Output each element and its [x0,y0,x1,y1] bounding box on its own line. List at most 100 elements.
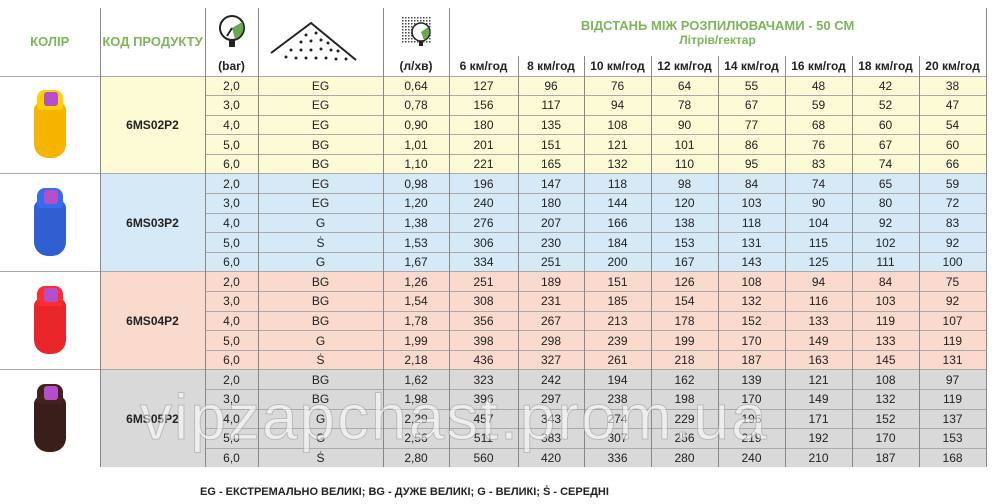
rate-cell: 98 [650,173,719,194]
flow-cell: 1,99 [382,330,450,351]
flow-unit: (л/хв) [382,56,450,76]
rate-cell: 308 [448,291,519,312]
rate-cell: 170 [717,389,786,410]
product-code: 6MS05P2 [99,369,206,468]
rate-cell: 118 [717,212,786,233]
droplet-size-cell: EG [257,173,384,194]
rate-cell: 251 [448,271,519,292]
rate-cell: 119 [918,389,987,410]
rate-cell: 131 [918,349,987,370]
rate-cell: 153 [918,428,987,449]
rate-cell: 76 [784,134,853,155]
rate-cell: 334 [448,251,519,272]
table-row: 4,0 EG 0,90 180 135 108 90 77 68 60 54 [0,114,987,135]
speed-header: 20 км/год [918,56,987,76]
rate-cell: 457 [448,408,519,429]
table-row: 5,0 G 2,56 511 383 307 256 219 192 170 153 [0,428,987,449]
rate-cell: 72 [918,193,987,214]
rate-cell: 256 [650,428,719,449]
rate-cell: 145 [851,349,920,370]
rate-cell: 198 [650,389,719,410]
rate-cell: 162 [650,369,719,390]
product-code: 6MS03P2 [99,173,206,272]
rate-cell: 221 [448,153,519,174]
rate-cell: 306 [448,232,519,253]
rate-cell: 307 [583,428,652,449]
rate-cell: 185 [583,291,652,312]
pressure-cell: 4,0 [204,212,259,233]
pressure-cell: 4,0 [204,408,259,429]
rate-cell: 151 [517,134,585,155]
droplet-size-cell: EG [257,75,384,96]
pressure-cell: 6,0 [204,251,259,272]
droplet-size-cell: EG [257,114,384,135]
rate-cell: 47 [918,95,987,116]
rate-cell: 137 [918,408,987,429]
rate-cell: 151 [583,271,652,292]
rate-cell: 152 [851,408,920,429]
rate-cell: 75 [918,271,987,292]
rate-cell: 144 [583,193,652,214]
rate-cell: 54 [918,114,987,135]
header-code: КОД ПРОДУКТУ [99,8,206,76]
nozzle-table: КОЛІР КОД ПРОДУКТУ ВІДСТАНЬ МІЖ РОЗПИЛЮВ… [0,8,987,468]
table-row: 4,0 BG 1,78 356 267 213 178 152 133 119 107 [0,310,987,331]
rate-cell: 118 [583,173,652,194]
rate-cell: 201 [448,134,519,155]
rate-cell: 132 [583,153,652,174]
flow-cell: 1,10 [382,153,450,174]
rate-cell: 94 [784,271,853,292]
pressure-cell: 2,0 [204,369,259,390]
table-row: 3,0 EG 1,20 240 180 144 120 103 90 80 72 [0,193,987,214]
rate-cell: 119 [918,330,987,351]
flow-cell: 1,62 [382,369,450,390]
pressure-cell: 3,0 [204,389,259,410]
pressure-cell: 5,0 [204,134,259,155]
droplet-size-cell: Ṡ [257,349,384,370]
droplet-size-cell: BG [257,271,384,292]
droplet-size-cell: BG [257,291,384,312]
rate-cell: 126 [650,271,719,292]
rate-cell: 97 [918,369,987,390]
rate-cell: 139 [717,369,786,390]
rate-cell: 108 [583,114,652,135]
rate-cell: 154 [650,291,719,312]
speed-header: 8 км/год [517,56,585,76]
rate-cell: 90 [784,193,853,214]
flow-cell: 1,78 [382,310,450,331]
droplet-size-cell: G [257,330,384,351]
table-row: 6,0 Ṡ 2,80 560 420 336 280 240 210 187 168 [0,447,987,468]
rate-cell: 108 [717,271,786,292]
legend: EG - ЕКСТРЕМАЛЬНО ВЕЛИКІ; BG - ДУЖЕ ВЕЛИ… [200,486,609,498]
rate-cell: 219 [717,428,786,449]
rate-cell: 251 [517,251,585,272]
rate-cell: 132 [851,389,920,410]
pressure-cell: 4,0 [204,310,259,331]
rate-cell: 103 [717,193,786,214]
flow-cell: 2,18 [382,349,450,370]
table-row: 4,0 G 2,29 457 343 274 229 196 171 152 137 [0,408,987,429]
droplet-size-cell: Ṡ [257,447,384,468]
rate-cell: 152 [717,310,786,331]
rate-cell: 196 [717,408,786,429]
pressure-cell: 5,0 [204,330,259,351]
rate-cell: 133 [784,310,853,331]
table-row: 6,0 Ṡ 2,18 436 327 261 218 187 163 145 131 [0,349,987,370]
flow-cell: 1,26 [382,271,450,292]
pressure-cell: 2,0 [204,173,259,194]
pressure-cell: 2,0 [204,75,259,96]
distance-subtitle: Літрів/гектар [679,32,756,47]
rate-cell: 200 [583,251,652,272]
rate-cell: 396 [448,389,519,410]
droplet-size-cell: G [257,251,384,272]
rate-cell: 356 [448,310,519,331]
rate-cell: 84 [717,173,786,194]
product-code: 6MS02P2 [99,75,206,174]
rate-cell: 187 [717,349,786,370]
rate-cell: 149 [784,389,853,410]
table-row: 6MS03P2 2,0 EG 0,98 196 147 118 98 84 74 65 59 [0,173,987,272]
rate-cell: 120 [650,193,719,214]
flow-cell: 0,78 [382,95,450,116]
rate-cell: 108 [851,369,920,390]
table-row: 6MS05P2 2,0 BG 1,62 323 242 194 162 139 121 108 97 [0,369,987,468]
